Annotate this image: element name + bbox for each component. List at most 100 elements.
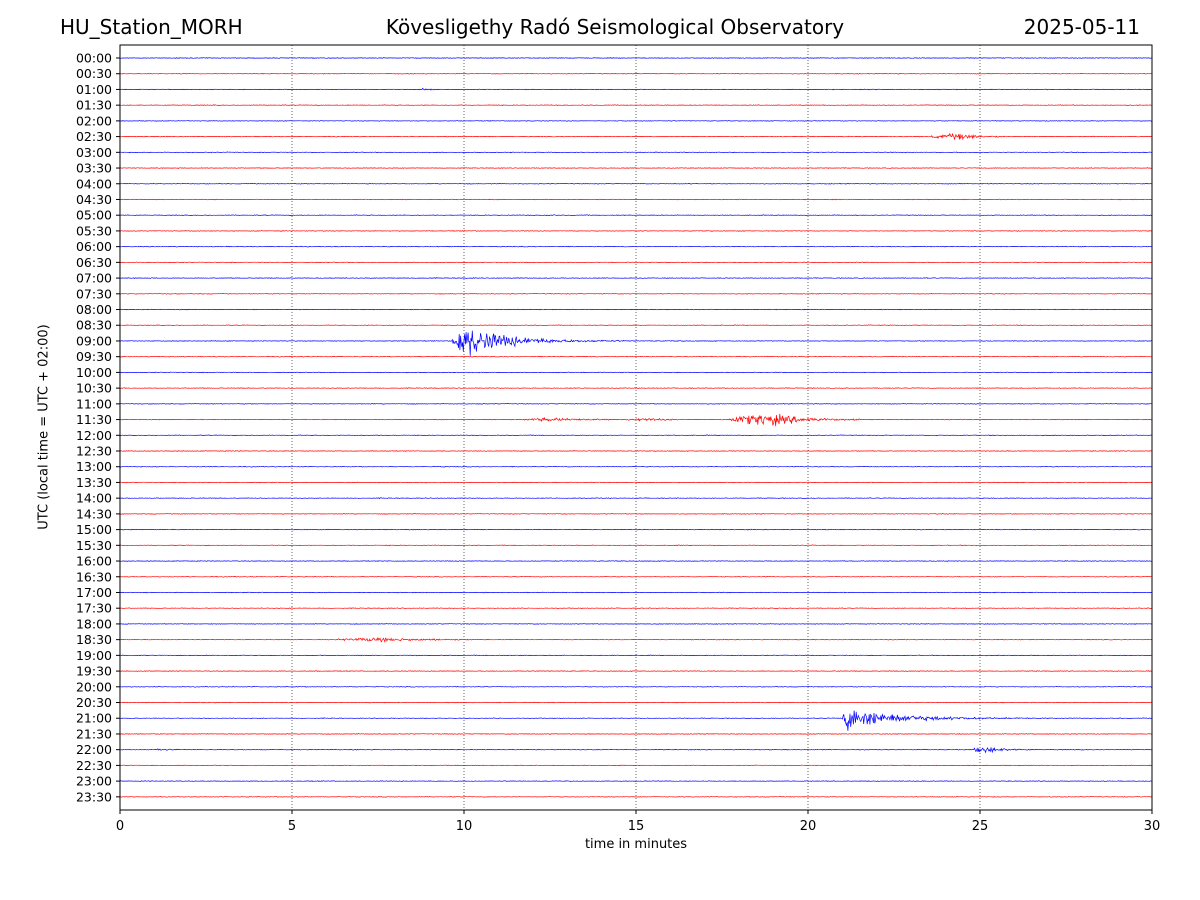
x-tick-label: 0 — [116, 819, 124, 834]
trace-1530 — [119, 544, 1152, 547]
y-tick-label: 10:30 — [76, 381, 112, 396]
y-tick-label: 14:00 — [76, 491, 112, 506]
trace-0730 — [119, 292, 1152, 295]
trace-2130 — [120, 733, 1153, 735]
trace-0930 — [119, 355, 1153, 358]
trace-1630 — [119, 575, 1153, 578]
trace-1830 — [120, 636, 1153, 643]
y-tick-label: 21:00 — [76, 711, 112, 726]
trace-0330 — [119, 167, 1153, 169]
trace-0230 — [119, 132, 1152, 141]
y-tick-label: 23:00 — [76, 774, 112, 789]
y-axis-label: UTC (local time = UTC + 02:00) — [36, 324, 52, 530]
trace-1600 — [119, 560, 1153, 562]
y-tick-label: 19:30 — [76, 664, 112, 679]
y-tick-label: 13:30 — [76, 475, 112, 490]
x-tick-label: 30 — [1144, 819, 1161, 834]
trace-1000 — [119, 371, 1152, 374]
x-tick-label: 25 — [972, 819, 989, 834]
y-tick-label: 19:00 — [76, 648, 112, 663]
y-tick-label: 02:30 — [76, 129, 112, 144]
y-tick-label: 05:30 — [76, 223, 112, 238]
trace-0830 — [120, 324, 1152, 327]
trace-2000 — [119, 685, 1153, 688]
trace-2200 — [120, 746, 1153, 754]
trace-2100 — [119, 710, 1153, 731]
y-tick-label: 06:00 — [76, 239, 112, 254]
y-tick-label: 09:30 — [76, 349, 112, 364]
trace-0400 — [119, 182, 1152, 185]
y-tick-label: 15:00 — [76, 522, 112, 537]
x-tick-label: 15 — [628, 819, 645, 834]
trace-0530 — [119, 230, 1153, 232]
y-tick-label: 13:00 — [76, 459, 112, 474]
y-tick-label: 17:00 — [76, 585, 112, 600]
y-tick-label: 04:30 — [76, 192, 112, 207]
trace-0630 — [119, 261, 1153, 264]
chart-title: Kövesligethy Radó Seismological Observat… — [385, 15, 845, 39]
trace-2300 — [119, 780, 1152, 782]
y-tick-label: 07:00 — [76, 271, 112, 286]
y-tick-label: 06:30 — [76, 255, 112, 270]
y-tick-label: 03:30 — [76, 161, 112, 176]
y-tick-label: 17:30 — [76, 601, 112, 616]
y-tick-label: 16:30 — [76, 569, 112, 584]
trace-0600 — [119, 245, 1153, 248]
trace-0000 — [119, 57, 1153, 59]
y-tick-label: 10:00 — [76, 365, 112, 380]
y-tick-label: 12:30 — [76, 444, 112, 459]
trace-1730 — [119, 607, 1153, 610]
trace-1500 — [119, 528, 1153, 531]
station-name: HU_Station_MORH — [60, 15, 243, 39]
y-tick-label: 07:30 — [76, 286, 112, 301]
y-tick-label: 16:00 — [76, 554, 112, 569]
y-tick-label: 15:30 — [76, 538, 112, 553]
y-tick-label: 03:00 — [76, 145, 112, 160]
y-tick-label: 11:00 — [76, 396, 112, 411]
trace-1030 — [119, 387, 1152, 389]
y-tick-label: 18:30 — [76, 632, 112, 647]
trace-0200 — [119, 120, 1153, 122]
trace-1300 — [120, 465, 1153, 468]
x-tick-label: 10 — [456, 819, 473, 834]
trace-1900 — [120, 654, 1152, 657]
y-tick-label: 01:30 — [76, 98, 112, 113]
y-tick-label: 20:30 — [76, 695, 112, 710]
y-tick-label: 04:00 — [76, 176, 112, 191]
trace-1330 — [119, 481, 1152, 484]
y-tick-label: 08:00 — [76, 302, 112, 317]
y-tick-label: 09:00 — [76, 333, 112, 348]
x-axis-label: time in minutes — [584, 837, 688, 852]
trace-1130 — [119, 413, 1153, 427]
trace-1430 — [119, 513, 1152, 515]
trace-0700 — [119, 277, 1153, 280]
trace-0500 — [119, 214, 1153, 217]
trace-2030 — [119, 701, 1153, 704]
trace-1930 — [119, 670, 1153, 672]
trace-0130 — [120, 104, 1153, 107]
y-tick-label: 20:00 — [76, 679, 112, 694]
y-tick-label: 00:30 — [76, 66, 112, 81]
trace-1400 — [119, 497, 1153, 500]
chart-date: 2025-05-11 — [1023, 15, 1140, 39]
y-tick-label: 18:00 — [76, 616, 112, 631]
trace-0100 — [119, 87, 1153, 91]
trace-2330 — [119, 795, 1153, 798]
x-tick-label: 5 — [288, 819, 296, 834]
trace-1200 — [119, 434, 1153, 437]
y-tick-label: 02:00 — [76, 113, 112, 128]
trace-0430 — [119, 198, 1153, 201]
trace-0300 — [119, 151, 1153, 154]
y-tick-label: 00:00 — [76, 51, 112, 66]
trace-0900 — [119, 330, 1153, 356]
trace-2230 — [119, 764, 1153, 767]
trace-1700 — [119, 591, 1152, 594]
y-tick-label: 11:30 — [76, 412, 112, 427]
y-tick-label: 14:30 — [76, 506, 112, 521]
y-tick-label: 12:00 — [76, 428, 112, 443]
y-tick-label: 01:00 — [76, 82, 112, 97]
y-tick-label: 22:30 — [76, 758, 112, 773]
y-tick-label: 08:30 — [76, 318, 112, 333]
y-tick-label: 05:00 — [76, 208, 112, 223]
